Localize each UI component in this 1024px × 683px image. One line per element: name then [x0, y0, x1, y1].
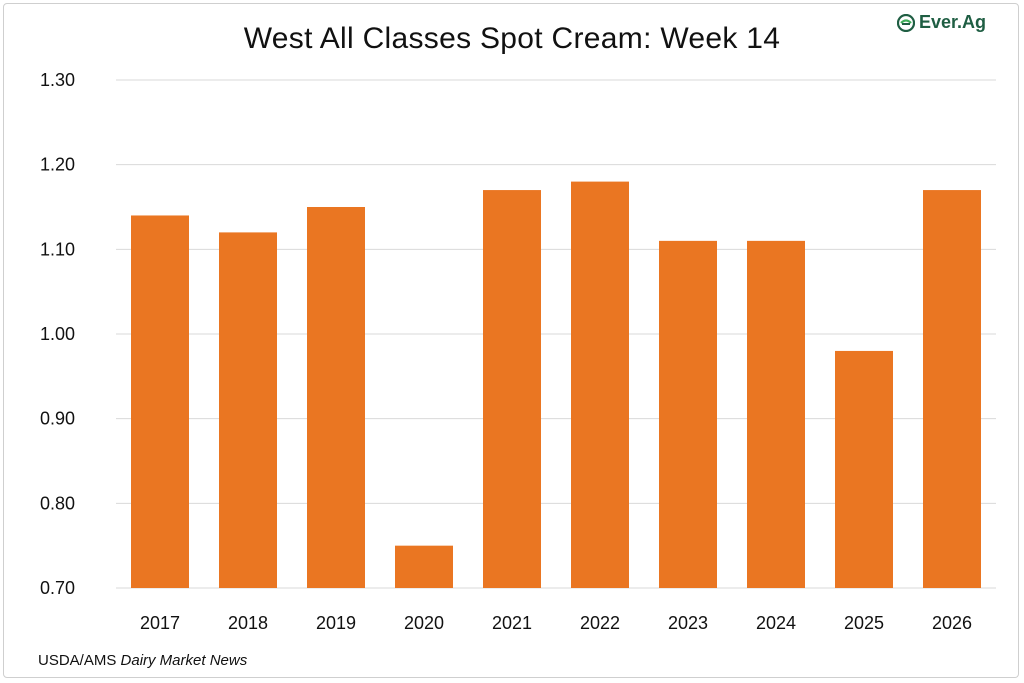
- y-tick-label: 1.10: [40, 239, 75, 259]
- bar-2018: [219, 232, 277, 588]
- x-tick-label: 2017: [140, 613, 180, 633]
- x-tick-label: 2022: [580, 613, 620, 633]
- source-publication: Dairy Market News: [120, 652, 248, 669]
- x-axis-labels: 2017 2018 2019 2020 2021 2022 2023 2024 2025 2026: [140, 613, 972, 633]
- bar-2023: [659, 240, 717, 588]
- x-tick-label: 2023: [668, 613, 708, 633]
- y-tick-label: 1.00: [40, 324, 75, 344]
- bar-2021: [483, 190, 541, 589]
- bar-2019: [307, 207, 365, 588]
- y-tick-label: 0.80: [40, 493, 75, 513]
- x-tick-label: 2024: [756, 613, 796, 633]
- ever-ag-leaf-icon: [896, 13, 915, 32]
- bar-2026: [923, 190, 981, 589]
- x-tick-label: 2025: [844, 613, 884, 633]
- x-tick-label: 2018: [228, 613, 268, 633]
- x-tick-label: 2026: [932, 613, 972, 633]
- bars: [131, 181, 981, 589]
- y-tick-label: 0.90: [40, 409, 75, 429]
- y-tick-label: 1.30: [40, 70, 75, 90]
- y-axis-labels: 0.70 0.80 0.90 1.00 1.10 1.20 1.30: [40, 70, 75, 598]
- chart-title: West All Classes Spot Cream: Week 14: [243, 22, 781, 55]
- bar-2025: [835, 350, 893, 588]
- brand-logo: Ever.Ag: [896, 12, 986, 33]
- y-tick-label: 0.70: [40, 578, 75, 598]
- bar-2017: [131, 215, 189, 588]
- y-tick-label: 1.20: [40, 155, 75, 175]
- brand-logo-text: Ever.Ag: [918, 12, 986, 32]
- x-tick-label: 2019: [316, 613, 356, 633]
- bar-2024: [747, 240, 805, 588]
- x-tick-label: 2020: [404, 613, 444, 633]
- bar-2020: [395, 545, 453, 588]
- x-tick-label: 2021: [492, 613, 532, 633]
- source-note: USDA/AMS Dairy Market News: [38, 652, 247, 669]
- bar-2022: [571, 181, 629, 588]
- source-prefix: USDA/AMS: [38, 652, 121, 669]
